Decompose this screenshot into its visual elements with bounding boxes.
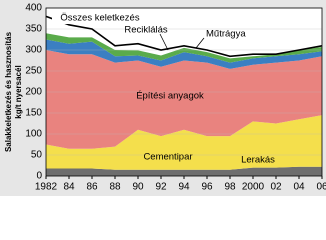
y-axis-label: Salakkeletkezés és hasznosítás	[4, 31, 13, 152]
x-tick-label: 2000	[242, 182, 265, 193]
area	[46, 33, 322, 63]
area	[46, 50, 322, 149]
y-tick-label: 0	[36, 171, 42, 182]
area	[46, 39, 322, 69]
series-label: Reciklálás	[124, 25, 168, 36]
x-tick-label: 1982	[35, 182, 58, 193]
y-tick-label: 200	[25, 87, 42, 98]
y-tick-label: 100	[25, 129, 42, 140]
total-label: Összes keletkezés	[60, 13, 139, 24]
y-tick-label: 400	[25, 3, 42, 14]
pointer	[195, 37, 205, 49]
x-tick-label: 02	[270, 182, 282, 193]
series-label: Műtrágya	[206, 29, 246, 40]
area	[46, 166, 322, 176]
axis-frame	[45, 7, 323, 177]
x-tick-label: 96	[201, 182, 213, 193]
y-tick-label: 150	[25, 108, 42, 119]
total-line	[45, 15, 323, 58]
x-tick-label: 84	[63, 182, 75, 193]
series-label: Cementipar	[143, 152, 192, 163]
y-tick-label: 50	[31, 150, 43, 161]
y-tick-label: 250	[25, 66, 42, 77]
pointer	[159, 33, 169, 51]
chart: Salakkeletkezés és hasznosítás kg/t nyer…	[0, 0, 326, 196]
x-tick-label: 98	[224, 182, 236, 193]
y-tick-label: 350	[25, 24, 42, 35]
y-axis-label: kg/t nyersacél	[14, 65, 23, 118]
x-tick-label: 92	[155, 182, 167, 193]
y-tick-label: 300	[25, 45, 42, 56]
x-tick-label: 90	[132, 182, 144, 193]
area	[46, 115, 322, 170]
series-label: Építési anyagok	[136, 91, 204, 102]
x-tick-label: 86	[86, 182, 98, 193]
x-tick-label: 88	[109, 182, 121, 193]
label-box	[52, 12, 147, 24]
page: Salakkeletkezés és hasznosítás kg/t nyer…	[0, 0, 326, 196]
x-tick-label: 04	[293, 182, 305, 193]
series-label: Lerakás	[241, 155, 275, 166]
x-tick-label: 94	[178, 182, 190, 193]
x-tick-label: 06	[316, 182, 326, 193]
